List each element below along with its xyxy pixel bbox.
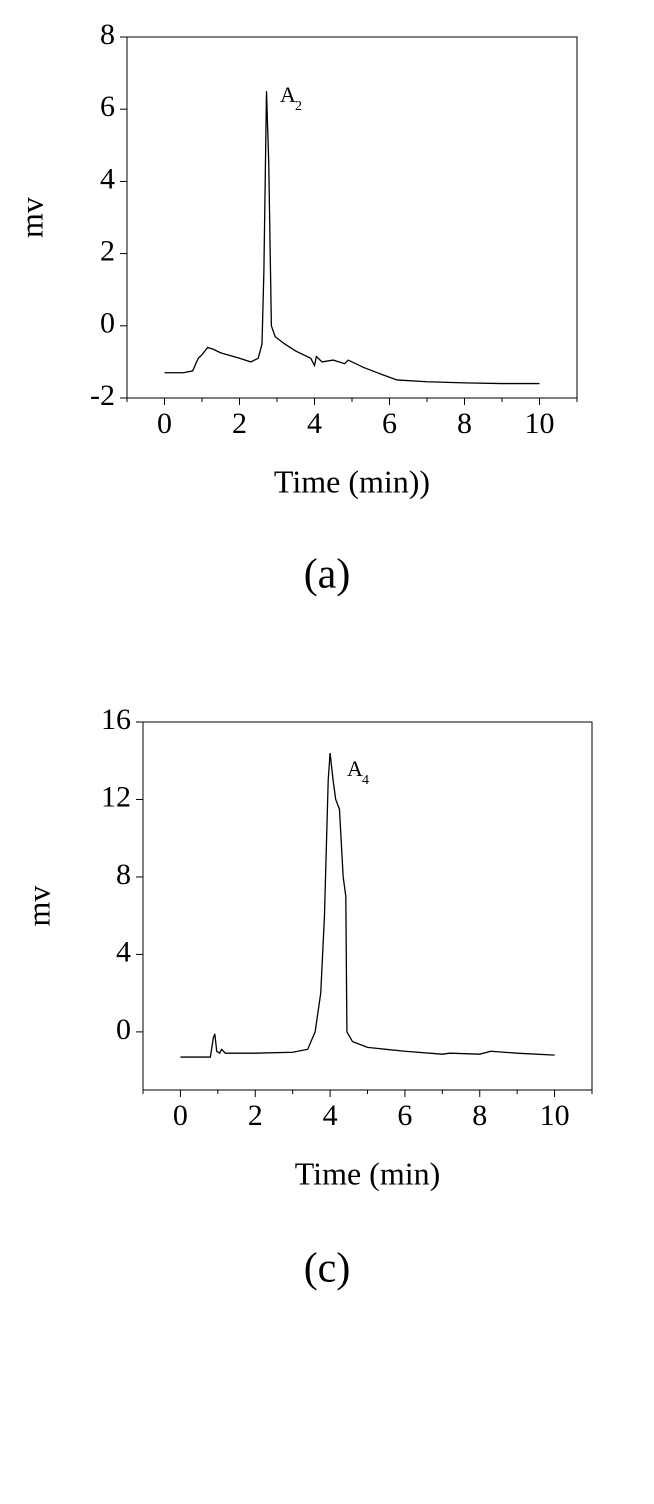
y-tick-label: 16	[101, 703, 131, 736]
annotation: A	[347, 756, 363, 781]
y-tick-label: 0	[100, 307, 115, 340]
y-tick-label: 8	[100, 18, 115, 51]
x-tick-label: 10	[540, 1099, 570, 1132]
x-tick-label: 10	[525, 407, 555, 440]
x-tick-label: 4	[307, 407, 322, 440]
y-tick-label: 0	[116, 1013, 131, 1046]
x-tick-label: 8	[472, 1099, 487, 1132]
annotation-subscript: 2	[295, 99, 302, 114]
x-tick-label: 0	[173, 1099, 188, 1132]
x-tick-label: 4	[323, 1099, 338, 1132]
x-tick-label: 6	[382, 407, 397, 440]
x-tick-label: 2	[248, 1099, 263, 1132]
x-tick-label: 2	[232, 407, 247, 440]
y-tick-label: 4	[100, 162, 115, 195]
y-axis-label: mv	[20, 886, 56, 927]
y-tick-label: 8	[116, 858, 131, 891]
x-tick-label: 8	[457, 407, 472, 440]
data-line	[164, 91, 540, 385]
y-tick-label: 4	[116, 935, 131, 968]
y-tick-label: -2	[90, 379, 115, 412]
y-tick-label: 12	[101, 780, 131, 813]
x-axis-label: Time (min)	[295, 1155, 441, 1191]
plot-frame	[126, 36, 578, 399]
x-tick-label: 6	[397, 1099, 412, 1132]
x-axis-label: Time (min))	[274, 463, 430, 499]
y-tick-label: 6	[100, 90, 115, 123]
x-tick-label: 0	[157, 407, 172, 440]
caption: (a)	[304, 552, 351, 598]
annotation-subscript: 4	[362, 773, 369, 788]
y-tick-label: 2	[100, 234, 115, 267]
annotation: A	[280, 82, 296, 107]
y-axis-label: mv	[13, 197, 49, 238]
data-line	[180, 752, 555, 1058]
caption: (c)	[304, 1246, 351, 1292]
